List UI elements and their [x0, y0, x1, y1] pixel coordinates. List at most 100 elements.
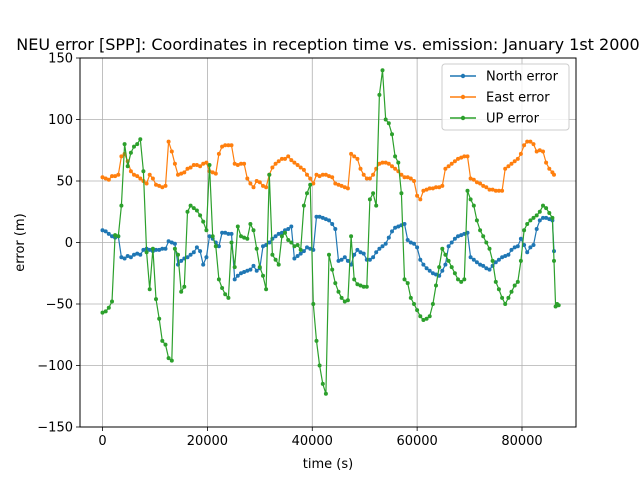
north-error-point: [496, 257, 501, 262]
north-error-point: [125, 254, 130, 258]
north-error-point: [204, 255, 209, 260]
up-error-point: [525, 222, 530, 226]
east-error-point: [279, 156, 284, 161]
up-error-point: [396, 160, 401, 165]
north-error-point: [528, 245, 533, 250]
east-error-point: [283, 156, 287, 161]
y-tick-label: −150: [37, 421, 73, 436]
north-error-point: [405, 238, 410, 242]
east-error-point: [459, 155, 464, 160]
up-error-point: [471, 203, 476, 208]
north-error-point: [430, 271, 435, 276]
north-error-point: [503, 254, 508, 258]
north-error-point: [267, 240, 272, 245]
up-error-point: [336, 289, 341, 294]
east-error-point: [537, 148, 542, 153]
up-error-point: [270, 252, 275, 257]
north-error-point: [166, 239, 171, 244]
north-error-point: [487, 267, 492, 272]
north-error-point: [462, 231, 467, 236]
east-error-point: [298, 165, 303, 170]
up-error-point: [531, 215, 536, 220]
north-error-point: [342, 255, 347, 260]
east-error-point: [500, 188, 505, 193]
y-tick-label: 150: [48, 52, 73, 67]
north-error-point: [518, 236, 523, 241]
east-error-point: [106, 177, 111, 182]
north-error-point: [242, 270, 247, 274]
east-error-point: [242, 161, 247, 166]
north-error-point: [317, 214, 322, 219]
east-error-point: [525, 139, 530, 144]
east-error-point: [132, 172, 136, 177]
up-error-point: [418, 314, 423, 319]
north-error-point: [541, 215, 545, 220]
up-error-point: [452, 271, 457, 276]
east-error-point: [487, 187, 492, 192]
north-error-point: [386, 235, 391, 240]
north-error-point: [279, 230, 284, 235]
east-error-point: [358, 166, 363, 171]
north-error-point: [286, 227, 291, 231]
east-error-point: [204, 160, 209, 165]
up-error-point: [481, 234, 486, 239]
north-error-point: [289, 224, 294, 229]
up-error-point: [465, 188, 470, 193]
up-error-point: [239, 234, 243, 239]
up-error-point: [541, 203, 545, 208]
up-error-point: [311, 302, 316, 306]
east-error-point: [531, 142, 536, 147]
up-error-point: [352, 277, 357, 282]
up-error-point: [223, 292, 228, 297]
up-error-point: [295, 243, 300, 247]
north-error-point: [339, 257, 344, 262]
east-error-point: [421, 188, 426, 193]
up-error-point: [528, 218, 533, 223]
up-error-point: [320, 381, 325, 386]
east-error-point: [251, 185, 256, 190]
north-error-point: [220, 230, 225, 235]
up-error-point: [242, 235, 247, 240]
up-error-point: [289, 240, 294, 245]
north-error-point: [446, 244, 451, 249]
east-error-point: [320, 172, 325, 177]
up-error-point: [248, 222, 253, 226]
north-error-point: [390, 229, 394, 234]
up-error-point: [462, 277, 467, 282]
east-error-point: [541, 149, 545, 154]
y-tick-label: 100: [48, 113, 73, 128]
up-error-point: [179, 289, 184, 294]
north-error-point: [201, 262, 206, 267]
east-error-point: [547, 166, 552, 171]
up-error-point: [459, 279, 464, 284]
up-error-point: [314, 338, 319, 343]
up-error-point: [188, 203, 193, 208]
east-error-point: [135, 174, 140, 179]
east-error-point: [361, 172, 366, 177]
north-error-point: [135, 251, 140, 256]
east-error-point: [493, 188, 498, 193]
east-error-point: [226, 143, 231, 148]
east-error-point: [245, 176, 250, 181]
north-error-point: [345, 258, 350, 263]
up-error-point: [490, 258, 495, 263]
east-error-point: [352, 154, 357, 159]
east-error-point: [276, 159, 281, 164]
north-error-point: [163, 246, 168, 251]
east-error-point: [235, 163, 240, 167]
y-tick-label: −50: [46, 298, 73, 313]
east-error-point: [116, 172, 121, 177]
east-error-point: [147, 172, 152, 177]
up-error-point: [141, 169, 146, 174]
up-error-point: [135, 142, 140, 147]
east-error-point: [503, 166, 508, 171]
north-error-point: [459, 233, 464, 238]
up-error-point: [251, 228, 256, 233]
east-error-point: [518, 151, 523, 156]
east-error-point: [210, 170, 215, 175]
legend-entry-label: UP error: [486, 112, 540, 127]
east-error-point: [415, 193, 420, 198]
up-error-point: [544, 206, 549, 211]
y-tick-label: −100: [37, 359, 73, 374]
up-error-point: [424, 316, 429, 321]
